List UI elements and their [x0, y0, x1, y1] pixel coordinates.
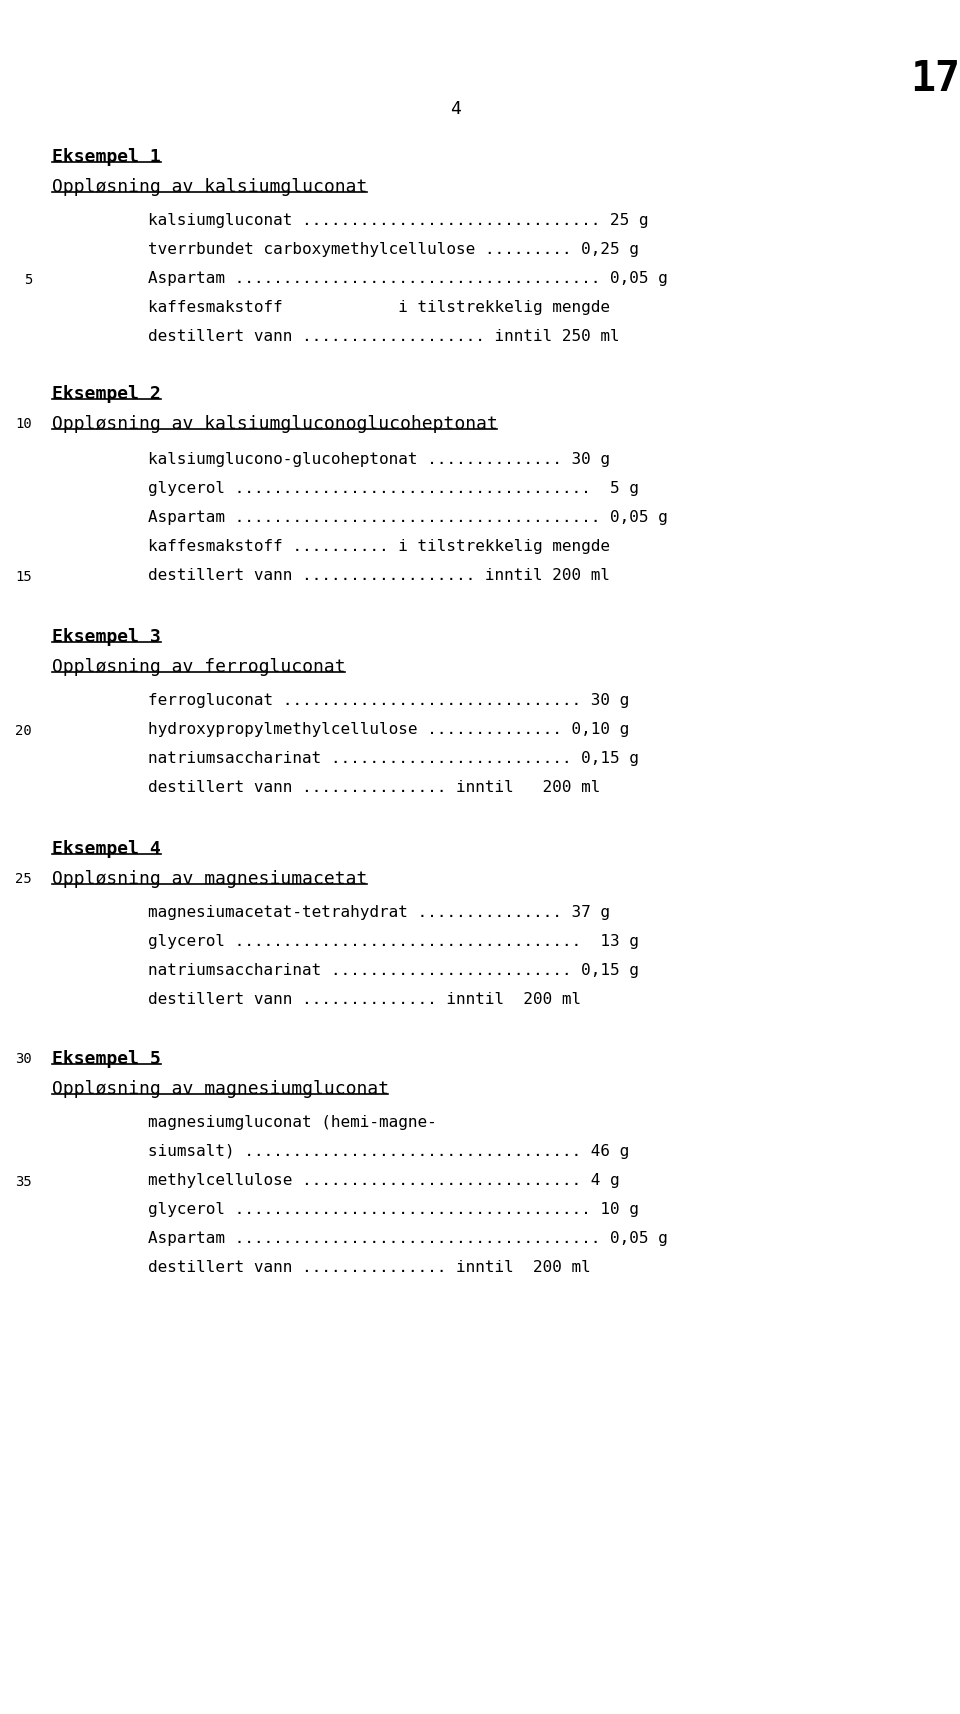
Text: Oppløsning av kalsiumgluconat: Oppløsning av kalsiumgluconat: [52, 178, 368, 195]
Text: kaffesmakstoff            i tilstrekkelig mengde: kaffesmakstoff i tilstrekkelig mengde: [148, 300, 610, 315]
Text: glycerol .....................................  5 g: glycerol ...............................…: [148, 480, 638, 495]
Text: siumsalt) ................................... 46 g: siumsalt) ..............................…: [148, 1143, 629, 1159]
Text: Eksempel 2: Eksempel 2: [52, 384, 160, 403]
Text: Oppløsning av magnesiumgluconat: Oppløsning av magnesiumgluconat: [52, 1080, 389, 1097]
Text: glycerol ....................................  13 g: glycerol ...............................…: [148, 934, 638, 948]
Text: Oppløsning av magnesiumacetat: Oppløsning av magnesiumacetat: [52, 869, 368, 888]
Text: methylcellulose ............................. 4 g: methylcellulose ........................…: [148, 1172, 619, 1188]
Text: kaffesmakstoff .......... i tilstrekkelig mengde: kaffesmakstoff .......... i tilstrekkeli…: [148, 538, 610, 554]
Text: destillert vann .................. inntil 200 ml: destillert vann .................. innti…: [148, 567, 610, 583]
Text: kalsiumglucono-glucoheptonat .............. 30 g: kalsiumglucono-glucoheptonat ...........…: [148, 452, 610, 466]
Text: destillert vann ................... inntil 250 ml: destillert vann ................... innt…: [148, 329, 619, 345]
Text: destillert vann ............... inntil  200 ml: destillert vann ............... inntil 2…: [148, 1260, 590, 1274]
Text: natriumsaccharinat ......................... 0,15 g: natriumsaccharinat .....................…: [148, 751, 638, 766]
Text: 4: 4: [450, 99, 461, 118]
Text: Eksempel 1: Eksempel 1: [52, 147, 160, 166]
Text: 176202: 176202: [910, 58, 960, 99]
Text: Aspartam ...................................... 0,05 g: Aspartam ...............................…: [148, 271, 668, 286]
Text: Aspartam ...................................... 0,05 g: Aspartam ...............................…: [148, 1231, 668, 1246]
Text: 10: 10: [15, 417, 32, 430]
Text: kalsiumgluconat ............................... 25 g: kalsiumgluconat ........................…: [148, 213, 649, 228]
Text: magnesiumgluconat (hemi-magne-: magnesiumgluconat (hemi-magne-: [148, 1114, 437, 1130]
Text: magnesiumacetat-tetrahydrat ............... 37 g: magnesiumacetat-tetrahydrat ............…: [148, 905, 610, 919]
Text: 20: 20: [15, 723, 32, 737]
Text: destillert vann .............. inntil  200 ml: destillert vann .............. inntil 20…: [148, 991, 581, 1006]
Text: 35: 35: [15, 1174, 32, 1188]
Text: Oppløsning av kalsiumgluconoglucoheptonat: Oppløsning av kalsiumgluconoglucoheptona…: [52, 415, 498, 432]
Text: 5: 5: [24, 273, 32, 286]
Text: ferrogluconat ............................... 30 g: ferrogluconat ..........................…: [148, 692, 629, 708]
Text: 15: 15: [15, 569, 32, 584]
Text: Eksempel 5: Eksempel 5: [52, 1049, 160, 1068]
Text: destillert vann ............... inntil   200 ml: destillert vann ............... inntil 2…: [148, 780, 600, 795]
Text: natriumsaccharinat ......................... 0,15 g: natriumsaccharinat .....................…: [148, 963, 638, 977]
Text: Eksempel 3: Eksempel 3: [52, 627, 160, 646]
Text: Oppløsning av ferrogluconat: Oppløsning av ferrogluconat: [52, 658, 346, 675]
Text: Aspartam ...................................... 0,05 g: Aspartam ...............................…: [148, 509, 668, 524]
Text: tverrbundet carboxymethylcellulose ......... 0,25 g: tverrbundet carboxymethylcellulose .....…: [148, 242, 638, 257]
Text: hydroxypropylmethylcellulose .............. 0,10 g: hydroxypropylmethylcellulose ...........…: [148, 722, 629, 737]
Text: Eksempel 4: Eksempel 4: [52, 840, 160, 857]
Text: glycerol ..................................... 10 g: glycerol ...............................…: [148, 1202, 638, 1217]
Text: 25: 25: [15, 871, 32, 886]
Text: 30: 30: [15, 1051, 32, 1066]
